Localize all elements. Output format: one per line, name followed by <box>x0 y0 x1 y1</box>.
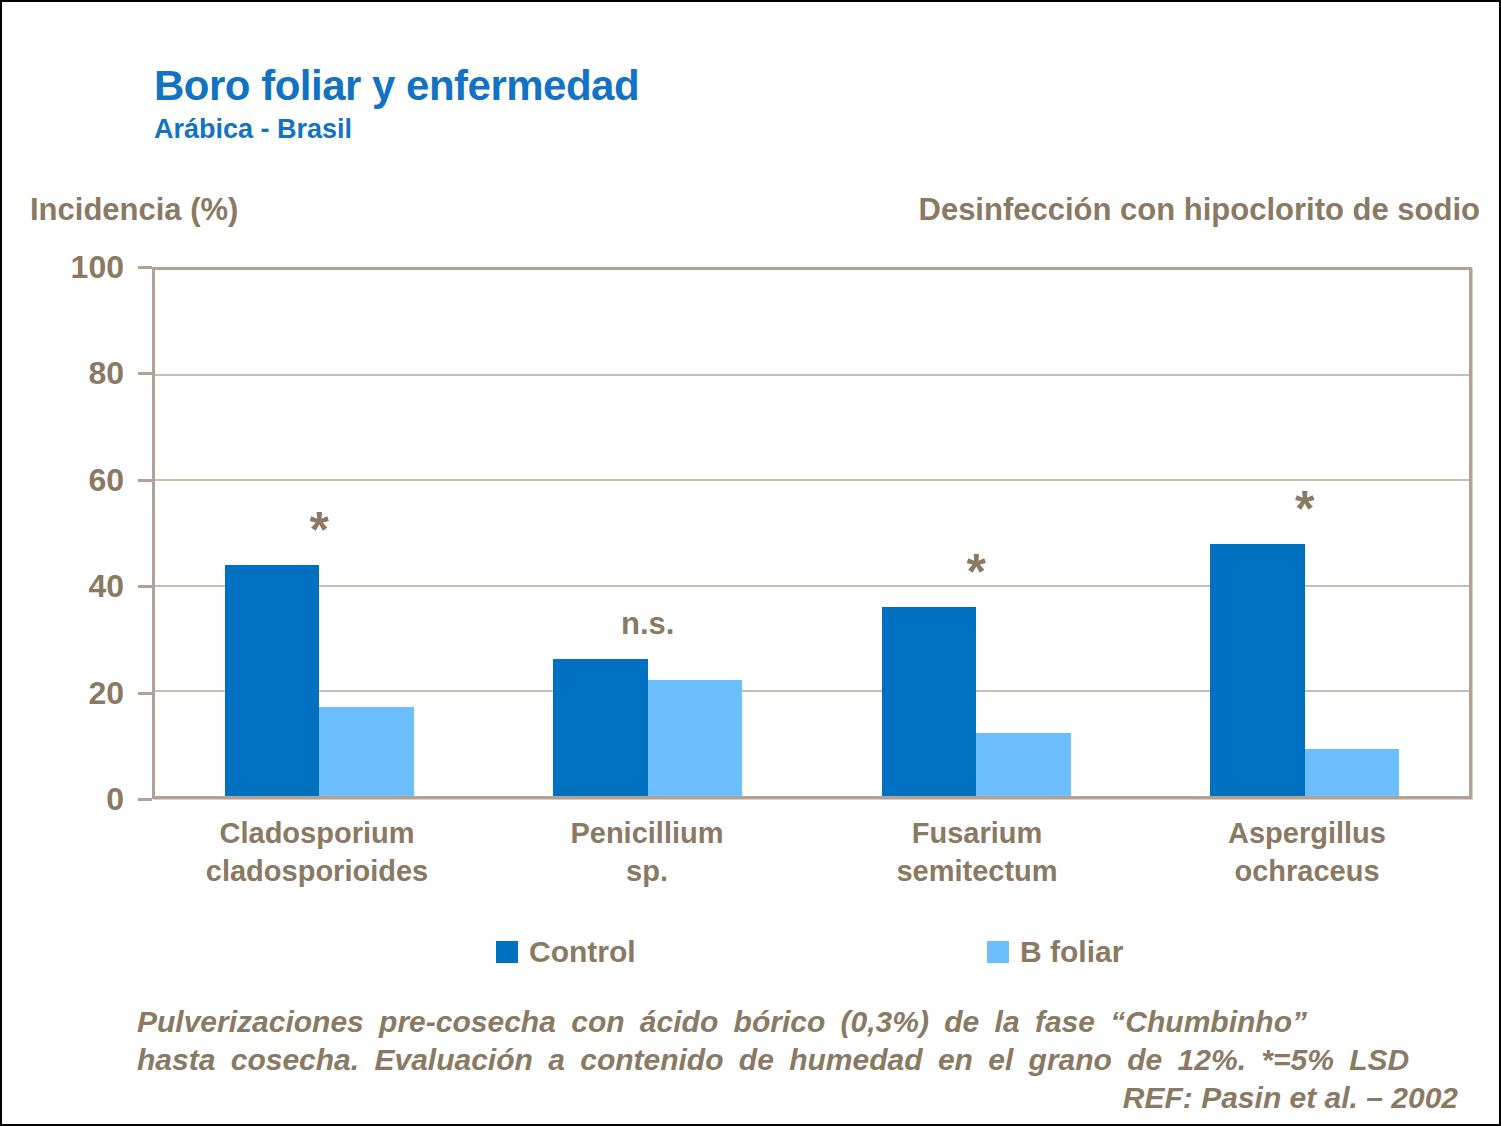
category-label-line-1: Aspergillus <box>1142 814 1472 852</box>
page-title: Boro foliar y enfermedad <box>154 62 639 110</box>
y-axis-tick-label-100: 100 <box>14 251 124 283</box>
significance-annotation-fusarium-semitectum: * <box>812 547 1141 597</box>
bar-control-fusarium-semitectum <box>882 607 977 796</box>
category-label-line-2: ochraceus <box>1142 852 1472 890</box>
footnote-line-2: hasta cosecha. Evaluación a contenido de… <box>137 1043 1477 1077</box>
y-axis-title: Incidencia (%) <box>30 192 238 228</box>
y-axis-tick-label-0: 0 <box>14 783 124 815</box>
bar-b-foliar-aspergillus-ochraceus <box>1305 749 1400 796</box>
bar-control-penicillium-sp- <box>553 659 648 796</box>
category-label-line-2: sp. <box>482 852 812 890</box>
bar-control-aspergillus-ochraceus <box>1210 544 1305 796</box>
category-label-line-1: Fusarium <box>812 814 1142 852</box>
y-axis-tick-mark-60 <box>138 479 152 482</box>
bar-b-foliar-cladosporium-cladosporioides <box>319 707 414 796</box>
page-subtitle: Arábica - Brasil <box>154 114 352 145</box>
category-label-fusarium-semitectum: Fusariumsemitectum <box>812 814 1142 890</box>
reference: REF: Pasin et al. – 2002 <box>1123 1081 1458 1115</box>
y-axis-tick-mark-40 <box>138 585 152 588</box>
y-axis-tick-label-60: 60 <box>14 464 124 496</box>
significance-annotation-cladosporium-cladosporioides: * <box>155 505 484 555</box>
significance-annotation-penicillium-sp-: n.s. <box>484 608 813 639</box>
x-axis-labels: CladosporiumcladosporioidesPenicilliumsp… <box>152 814 1472 904</box>
category-label-line-1: Penicillium <box>482 814 812 852</box>
significance-annotation-aspergillus-ochraceus: * <box>1141 484 1470 534</box>
category-label-line-2: cladosporioides <box>152 852 482 890</box>
bar-group-fusarium-semitectum: * <box>812 270 1141 796</box>
legend-swatch-control <box>496 941 518 963</box>
category-label-penicillium-sp-: Penicilliumsp. <box>482 814 812 890</box>
category-label-line-2: semitectum <box>812 852 1142 890</box>
legend-label-b-foliar: B foliar <box>1020 935 1123 969</box>
bar-group-cladosporium-cladosporioides: * <box>155 270 484 796</box>
plot-area: *n.s.** <box>152 267 1472 799</box>
legend-item-b-foliar: B foliar <box>987 935 1123 969</box>
category-label-line-1: Cladosporium <box>152 814 482 852</box>
chart-note: Desinfección con hipoclorito de sodio <box>919 192 1481 228</box>
footnote-line-1: Pulverizaciones pre-cosecha con ácido bó… <box>137 1005 1477 1039</box>
bar-group-penicillium-sp-: n.s. <box>484 270 813 796</box>
slide: Boro foliar y enfermedad Arábica - Brasi… <box>0 0 1501 1126</box>
y-axis-tick-label-40: 40 <box>14 570 124 602</box>
y-axis-tick-mark-0 <box>138 798 152 801</box>
bar-group-aspergillus-ochraceus: * <box>1141 270 1470 796</box>
y-axis-tick-label-80: 80 <box>14 357 124 389</box>
y-axis-tick-mark-80 <box>138 372 152 375</box>
y-axis: 020406080100 <box>2 267 152 799</box>
category-label-aspergillus-ochraceus: Aspergillusochraceus <box>1142 814 1472 890</box>
y-axis-tick-mark-100 <box>138 266 152 269</box>
bar-b-foliar-fusarium-semitectum <box>976 733 1071 796</box>
y-axis-tick-mark-20 <box>138 692 152 695</box>
y-axis-tick-label-20: 20 <box>14 677 124 709</box>
legend-swatch-b-foliar <box>987 941 1009 963</box>
bar-control-cladosporium-cladosporioides <box>225 565 320 796</box>
legend-label-control: Control <box>529 935 636 969</box>
bar-b-foliar-penicillium-sp- <box>648 680 743 796</box>
legend-item-control: Control <box>496 935 636 969</box>
category-label-cladosporium-cladosporioides: Cladosporiumcladosporioides <box>152 814 482 890</box>
